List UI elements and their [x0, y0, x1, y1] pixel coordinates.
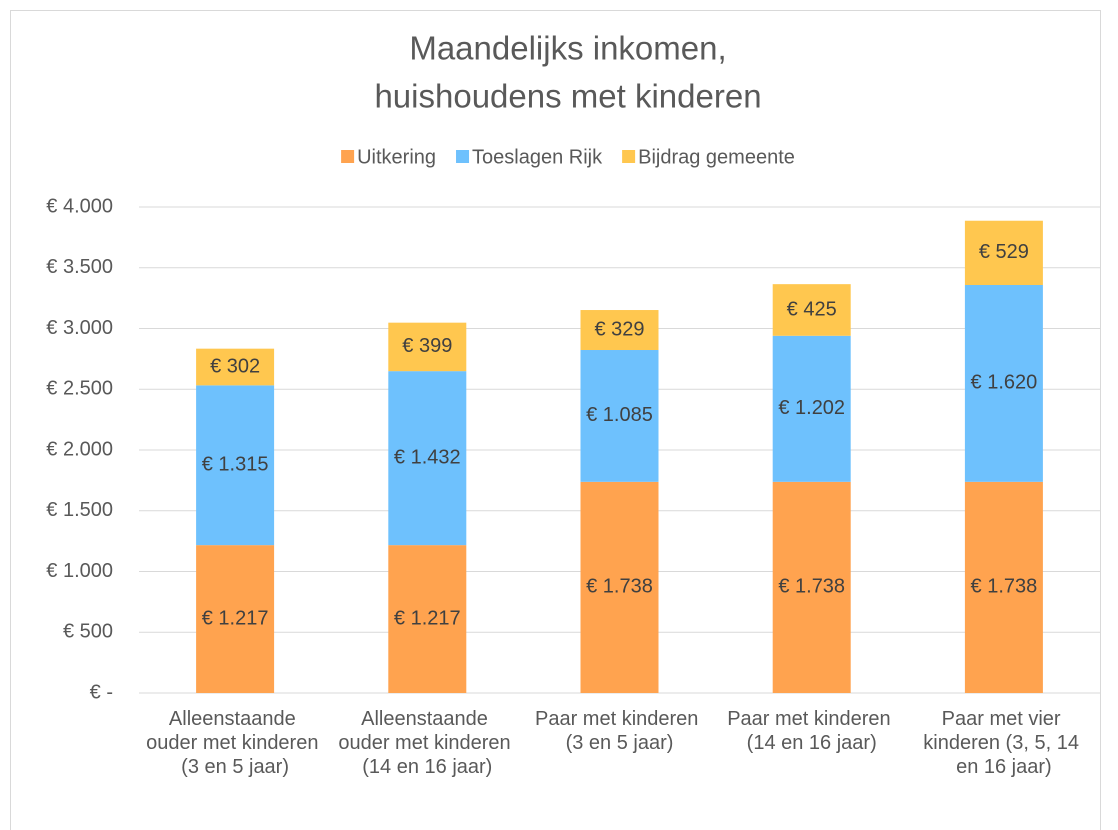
- legend-swatch: [456, 150, 470, 163]
- legend-label: Uitkering: [357, 146, 436, 168]
- legend-swatch: [341, 150, 355, 163]
- data-label: € 1.738: [586, 576, 653, 598]
- data-label: € 1.738: [778, 576, 845, 598]
- bar-segment: [964, 481, 1043, 693]
- data-label: € 302: [210, 355, 260, 377]
- bar-segment: [196, 385, 275, 546]
- legend-swatch: [622, 150, 636, 163]
- data-label: € 1.738: [971, 576, 1038, 598]
- y-tick-label: € -: [90, 681, 113, 703]
- y-tick-label: € 1.500: [46, 499, 113, 521]
- bar-segment: [388, 545, 467, 693]
- bar-segment: [772, 284, 851, 336]
- x-tick-label: Paar met kinderen (14 en 16 jaar): [727, 708, 896, 754]
- bar-segment: [964, 285, 1043, 482]
- x-tick-label: Alleenstaande ouder met kinderen (14 en …: [338, 708, 516, 778]
- bar-segment: [964, 220, 1043, 286]
- chart-subtitle: huishoudens met kinderen: [374, 78, 761, 115]
- bar-segment: [580, 481, 659, 693]
- x-tick-label: Alleenstaande ouder met kinderen (3 en 5…: [146, 708, 324, 778]
- y-tick-label: € 2.500: [46, 378, 113, 400]
- y-tick-label: € 1.000: [46, 560, 113, 582]
- y-tick-label: € 3.000: [46, 317, 113, 339]
- data-label: € 1.217: [394, 607, 461, 629]
- data-label: € 1.217: [202, 607, 269, 629]
- y-tick-label: € 2.000: [46, 438, 113, 460]
- data-label: € 1.432: [394, 446, 461, 468]
- bar-segment: [388, 322, 467, 372]
- data-label: € 1.202: [778, 397, 845, 419]
- y-tick-label: € 500: [63, 621, 113, 643]
- data-label: € 529: [979, 241, 1029, 263]
- data-label: € 329: [594, 318, 644, 340]
- y-tick-label: € 4.000: [46, 195, 113, 217]
- bar-segment: [772, 335, 851, 482]
- legend-label: Bijdrag gemeente: [638, 146, 795, 168]
- y-tick-label: € 3.500: [46, 256, 113, 278]
- data-label: € 399: [402, 335, 452, 357]
- data-label: € 425: [787, 298, 837, 320]
- data-label: € 1.085: [586, 404, 653, 426]
- chart-border: [10, 10, 1101, 830]
- chart-title: Maandelijks inkomen,: [409, 30, 726, 67]
- bar-segment: [772, 481, 851, 693]
- x-tick-label: Paar met kinderen (3 en 5 jaar): [535, 708, 704, 754]
- bar-segment: [580, 350, 659, 482]
- bar-segment: [580, 310, 659, 351]
- bar-segment: [196, 348, 275, 386]
- bar-segment: [388, 371, 467, 546]
- x-tick-label: Paar met vier kinderen (3, 5, 14 en 16 j…: [923, 708, 1084, 778]
- bar-segment: [196, 545, 275, 693]
- data-label: € 1.315: [202, 454, 269, 476]
- legend-label: Toeslagen Rijk: [472, 146, 603, 168]
- data-label: € 1.620: [971, 372, 1038, 394]
